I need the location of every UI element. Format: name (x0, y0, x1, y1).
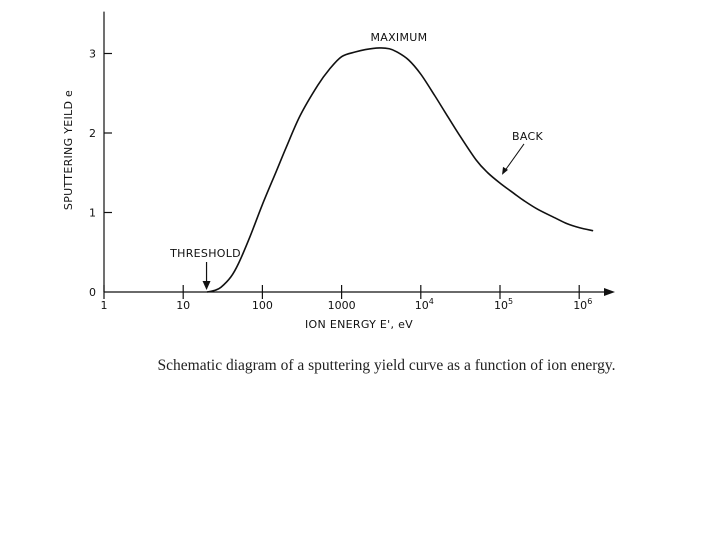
y-tick-label-0: 0 (89, 286, 96, 299)
x-tick-label-6: 106 (573, 297, 592, 312)
figure-caption: Schematic diagram of a sputtering yield … (157, 357, 616, 374)
x-tick-label-4: 104 (415, 297, 434, 312)
yield-curve-0 (206, 47, 594, 293)
annotation-threshold: THRESHOLD (169, 247, 241, 260)
curve-layer (206, 47, 594, 293)
x-axis-arrowhead (604, 288, 615, 296)
x-tick-label-2: 100 (252, 299, 273, 312)
annotation-back-pointer (503, 143, 525, 173)
x-tick-label-1: 10 (176, 299, 190, 312)
annotation-layer: MAXIMUM BACK THRESHOLD (169, 31, 543, 290)
chart-axes (103, 11, 615, 296)
annotation-back-arrowhead (502, 166, 508, 175)
y-axis-title: SPUTTERING YEILD e (62, 90, 75, 210)
x-axis-title: ION ENERGY E', eV (305, 318, 413, 331)
x-tick-label-5: 105 (494, 297, 513, 312)
y-tick-label-3: 3 (89, 48, 96, 61)
x-tick-label-0: 1 (101, 299, 108, 312)
annotation-threshold-arrowhead (202, 281, 211, 290)
y-tick-label-2: 2 (89, 127, 96, 140)
y-tick-label-1: 1 (89, 207, 96, 220)
x-tick-label-3: 1000 (328, 299, 356, 312)
annotation-maximum: MAXIMUM (370, 31, 427, 44)
annotation-back: BACK (512, 130, 543, 143)
